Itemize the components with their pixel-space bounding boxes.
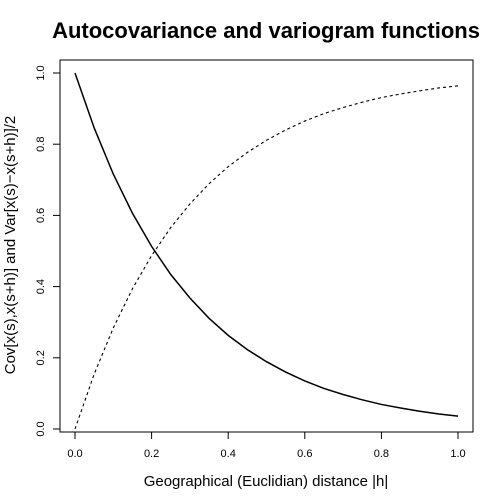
y-tick-label: 0.8 — [35, 137, 47, 152]
x-tick-label: 0.2 — [144, 448, 159, 460]
x-tick-label: 1.0 — [450, 448, 465, 460]
x-tick-label: 0.6 — [297, 448, 312, 460]
solid-series-line — [74, 72, 459, 417]
y-tick-label: 0.2 — [35, 350, 47, 365]
y-tick-label: 0.4 — [35, 279, 47, 294]
x-tick-label: 0.8 — [374, 448, 389, 460]
x-axis-label: Geographical (Euclidian) distance |h| — [144, 473, 389, 490]
x-axis: 0.0 0.2 0.4 0.6 0.8 1.0 — [67, 432, 466, 460]
plot-frame — [59, 59, 474, 433]
chart-title: Autocovariance and variogram functions — [52, 18, 480, 43]
series-layer — [74, 72, 459, 430]
y-tick-label: 0.6 — [35, 208, 47, 223]
y-tick-label: 1.0 — [35, 65, 47, 80]
x-tick-label: 0.4 — [221, 448, 236, 460]
y-tick-label: 0.0 — [35, 421, 47, 436]
dashed-series-line — [74, 85, 459, 430]
y-axis: 0.0 0.2 0.4 0.6 0.8 1.0 — [35, 65, 60, 437]
x-tick-label: 0.0 — [67, 448, 82, 460]
y-axis-label: Cov[x(s),x(s+h)] and Var[x(s)−x(s+h)]/2 — [2, 116, 19, 375]
